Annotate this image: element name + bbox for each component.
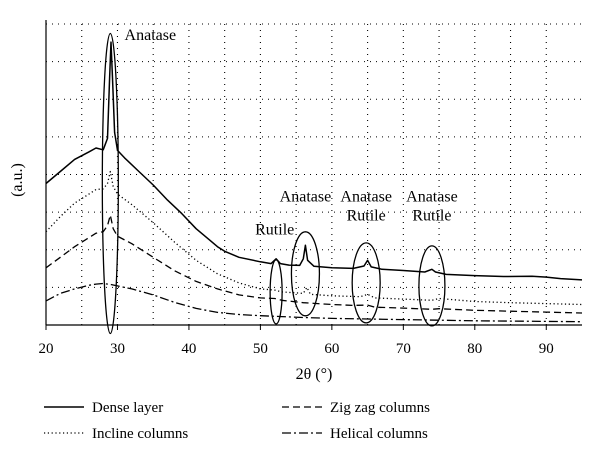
peak-ellipse xyxy=(269,259,283,325)
x-tick-label: 80 xyxy=(467,341,482,357)
legend-label: Zig zag columns xyxy=(330,400,430,416)
peak-ellipse xyxy=(351,242,381,324)
peak-annotation: Rutile xyxy=(412,208,451,225)
x-tick-label: 70 xyxy=(396,341,411,357)
legend-label: Helical columns xyxy=(330,426,428,442)
series-line-2 xyxy=(45,214,583,314)
legend-label: Dense layer xyxy=(92,400,163,416)
y-axis-label: (a.u.) xyxy=(9,163,26,197)
annotations: Anatase Rutile Anatase Anatase Rutile Anatase… xyxy=(125,27,458,239)
series-line-4 xyxy=(45,282,583,323)
peak-ellipse xyxy=(418,245,446,327)
peak-annotation: Rutile xyxy=(255,222,294,239)
x-tick-label: 20 xyxy=(39,341,54,357)
peak-annotation: Anatase xyxy=(406,189,458,206)
x-tick-label: 50 xyxy=(253,341,268,357)
x-tick-label: 40 xyxy=(181,341,196,357)
x-tick-label: 90 xyxy=(539,341,554,357)
x-tick-label: 60 xyxy=(324,341,339,357)
legend-label: Incline columns xyxy=(92,426,188,442)
legend: Dense layer Incline columns Zig zag column… xyxy=(44,400,430,442)
peak-ellipse xyxy=(101,32,119,335)
peak-annotation: Anatase xyxy=(280,189,332,206)
x-ticks: 20 30 40 50 60 70 80 90 xyxy=(39,325,554,357)
peak-markers xyxy=(101,32,446,335)
series-line-3 xyxy=(45,170,583,306)
peak-annotation: Rutile xyxy=(347,208,386,225)
series-line-1 xyxy=(45,41,583,281)
x-axis-label: 2θ (°) xyxy=(296,366,333,383)
peak-annotation: Anatase xyxy=(125,27,177,44)
peak-annotation: Anatase xyxy=(340,189,392,206)
x-tick-label: 30 xyxy=(110,341,125,357)
peak-ellipse xyxy=(290,231,321,317)
grid-lines xyxy=(46,23,582,325)
axes xyxy=(45,20,582,326)
series-group xyxy=(45,41,583,323)
